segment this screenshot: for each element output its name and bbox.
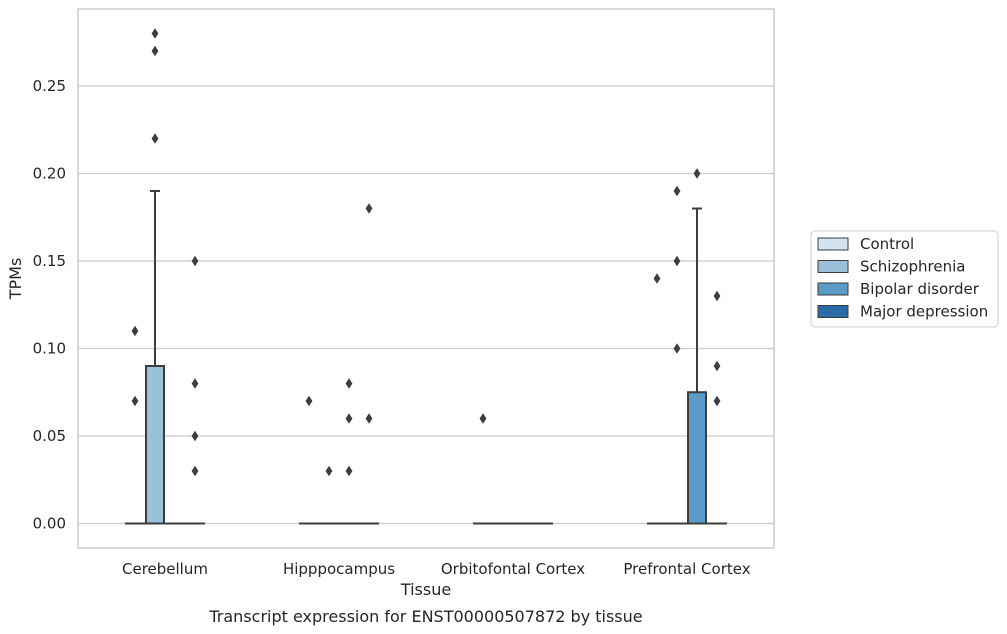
outlier-point <box>191 255 199 267</box>
y-tick-label: 0.20 <box>33 165 66 183</box>
box-1-0 <box>144 28 166 525</box>
legend-label: Bipolar disorder <box>860 280 980 298</box>
x-tick-label: Hipppocampus <box>283 560 395 578</box>
y-axis-label: TPMs <box>6 258 25 301</box>
x-tick-label: Orbitofontal Cortex <box>441 560 585 578</box>
outlier-point <box>325 465 333 477</box>
outlier-point <box>151 133 159 144</box>
x-axis: Cerebellum Hipppocampus Orbitofontal Corte… <box>122 560 751 578</box>
box-0-2 <box>472 413 493 525</box>
box-rect <box>687 391 708 525</box>
outlier-point <box>673 255 681 267</box>
legend-swatch <box>817 260 849 273</box>
outlier-point <box>693 168 701 179</box>
outlier-point <box>191 378 199 389</box>
outlier-point <box>191 465 199 477</box>
outlier-point <box>673 185 681 197</box>
legend-label: Major depression <box>860 303 988 321</box>
legend-swatch <box>817 305 849 318</box>
box-3-3 <box>707 290 728 525</box>
outlier-point <box>131 325 139 337</box>
box-0-3 <box>646 273 667 525</box>
outlier-point <box>479 413 487 424</box>
outlier-point <box>345 413 353 424</box>
box-1-1 <box>318 465 339 525</box>
legend: Control Schizophrenia Bipolar disorder Majo… <box>810 230 999 328</box>
y-tick-label: 0.00 <box>33 515 66 533</box>
box-1-3 <box>666 185 687 525</box>
x-tick-label: Cerebellum <box>122 560 208 578</box>
y-tick-label: 0.10 <box>33 340 66 358</box>
box-3-0 <box>185 255 206 525</box>
outlier-point <box>713 395 721 407</box>
outlier-point <box>713 290 721 302</box>
x-tick-label: Prefrontal Cortex <box>623 560 750 578</box>
plot-frame <box>77 8 775 549</box>
y-tick-label: 0.25 <box>33 77 66 95</box>
legend-box <box>810 230 999 328</box>
outlier-point <box>673 343 681 354</box>
legend-label: Control <box>860 235 914 253</box>
plot-marks <box>124 28 728 525</box>
outlier-point <box>653 273 661 284</box>
box-2-3 <box>687 168 708 525</box>
box-0-1 <box>298 395 319 525</box>
outlier-point <box>151 28 159 39</box>
outlier-point <box>305 395 313 407</box>
outlier-point <box>191 430 199 442</box>
outlier-point <box>345 465 353 477</box>
outlier-point <box>713 360 721 372</box>
x-axis-label: Tissue <box>400 580 451 599</box>
y-tick-label: 0.05 <box>33 427 66 445</box>
outlier-point <box>131 395 139 407</box>
box-2-1 <box>339 378 360 525</box>
box-3-1 <box>359 203 380 525</box>
outlier-point <box>365 203 373 214</box>
outlier-point <box>345 378 353 389</box>
legend-swatch <box>817 282 849 296</box>
y-axis: 0.00 0.05 0.10 0.15 0.20 0.25 <box>33 77 66 533</box>
outlier-point <box>151 45 159 57</box>
chart-caption: Transcript expression for ENST0000050787… <box>208 607 642 626</box>
box-rect <box>144 365 166 525</box>
outlier-point <box>365 413 373 424</box>
legend-swatch <box>817 237 849 251</box>
y-grid <box>78 85 774 525</box>
box-0-0 <box>124 325 145 525</box>
y-tick-label: 0.15 <box>33 252 66 270</box>
legend-label: Schizophrenia <box>860 258 965 276</box>
